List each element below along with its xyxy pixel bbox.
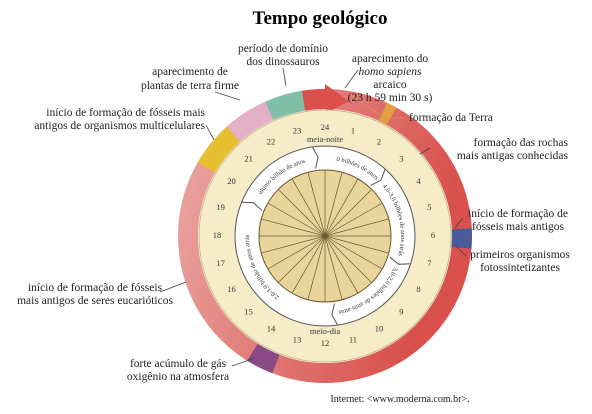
hour-label: 13 — [293, 334, 302, 344]
spoke — [324, 178, 359, 237]
label: período de domínio dos dinossauros — [238, 43, 328, 68]
spoke — [324, 235, 389, 254]
spoke — [278, 235, 326, 283]
spoke — [267, 202, 326, 237]
hour-label: 23 — [293, 126, 302, 136]
hour-label: 1 — [351, 126, 355, 136]
leaders — [159, 67, 467, 367]
hour-label: 6 — [431, 230, 435, 240]
hour-label: 22 — [267, 136, 276, 146]
source: Internet: <www.moderna.com.br>. — [330, 394, 469, 405]
hour-label: 7 — [427, 258, 431, 268]
hour-label: 15 — [244, 306, 253, 316]
hour-label: 10 — [375, 323, 384, 333]
label: primeiros organismos fotossintetizantes — [470, 249, 570, 274]
period-divider — [241, 201, 263, 211]
hour-label: 17 — [216, 258, 225, 268]
hour-label: 20 — [227, 176, 236, 186]
spoke — [324, 235, 359, 294]
noon-label: meio-dia — [310, 326, 340, 336]
spoke — [324, 189, 372, 237]
period-divider — [331, 303, 338, 326]
labels: período de domínio dos dinossauros aparec… — [17, 43, 570, 405]
spoke — [307, 172, 326, 237]
label: formação das rochas mais antigas conhecid… — [457, 137, 569, 162]
spoke — [261, 218, 326, 237]
ring-segment — [226, 101, 274, 142]
hour-label: 9 — [399, 306, 403, 316]
spoke — [324, 235, 343, 300]
title: Tempo geológico — [253, 8, 388, 29]
spoke — [291, 178, 326, 237]
label: início de formação de fósseis mais antigo… — [468, 208, 568, 233]
hour-label: 19 — [216, 202, 225, 212]
spoke — [324, 218, 389, 237]
period-divider — [370, 168, 386, 186]
label: início de formação de fósseis mais antigo… — [17, 282, 173, 307]
hour-label: 2 — [377, 136, 381, 146]
hour-label: 18 — [213, 230, 222, 240]
label: aparecimento do homo sapiens arcaico (23 h … — [348, 53, 433, 104]
spoke — [291, 235, 326, 294]
hour-label: 14 — [267, 323, 276, 333]
spoke — [261, 235, 326, 254]
hour-label: 12 — [321, 338, 330, 348]
spoke — [324, 235, 372, 283]
ring-segment — [451, 228, 472, 249]
ring-segment — [302, 89, 326, 111]
hour-label: 24 — [321, 122, 330, 132]
label: forte acúmulo de gás oxigênio na atmosfer… — [127, 358, 229, 383]
hour-label: 21 — [244, 154, 253, 164]
period-divider — [389, 256, 411, 265]
period-divider — [312, 146, 319, 169]
label: formação da Terra — [409, 112, 493, 124]
midnight-label: meia-noite — [307, 134, 344, 144]
label: início de formação de fósseis mais antigo… — [34, 107, 205, 132]
ring-segment — [265, 90, 306, 121]
hour-label: 11 — [349, 334, 357, 344]
hour-label: 4 — [416, 176, 421, 186]
hour-label: 5 — [427, 202, 431, 212]
spoke — [324, 235, 383, 270]
hour-label: 16 — [227, 284, 236, 294]
hour-label: 3 — [399, 154, 403, 164]
spoke — [307, 235, 326, 300]
ring-segment — [197, 126, 241, 173]
spoke — [324, 172, 343, 237]
ring-segment — [378, 102, 397, 125]
ring-segment — [247, 343, 280, 374]
label: aparecimento de plantas de terra firme — [141, 66, 239, 92]
arrow-head — [325, 84, 349, 114]
spoke — [324, 202, 383, 237]
hour-label: 8 — [416, 284, 420, 294]
spoke — [267, 235, 326, 270]
spoke — [278, 189, 326, 237]
